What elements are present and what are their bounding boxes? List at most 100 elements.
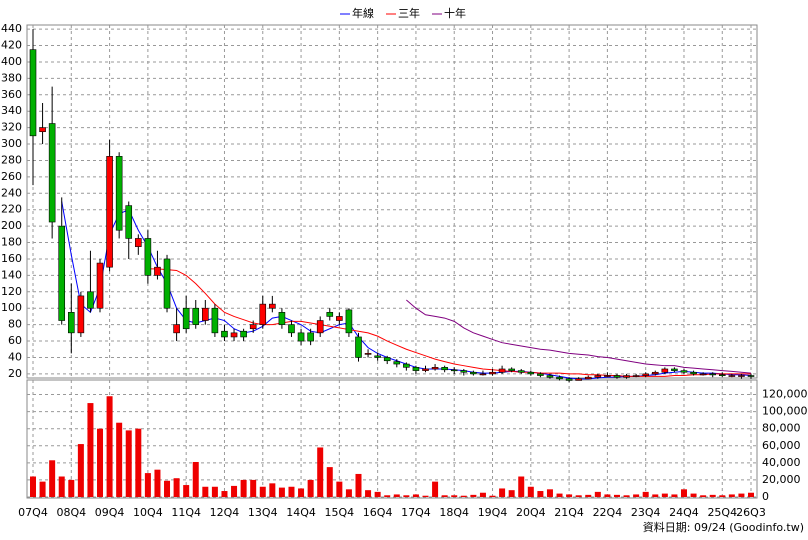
volume-bar (374, 491, 381, 497)
candle-body (259, 303, 267, 325)
candle-body (240, 330, 247, 338)
volume-bar (135, 428, 142, 497)
y2-tick-label: 20,000 (762, 473, 801, 486)
candle-body (613, 375, 621, 378)
candle-body (527, 371, 535, 375)
candle-body (288, 324, 295, 334)
candle-body (460, 370, 468, 373)
y-tick-label: 340 (1, 104, 22, 117)
candle-body (230, 332, 238, 338)
legend-label: 三年 (398, 6, 420, 20)
volume-bar (748, 492, 754, 497)
x-tick-label: 15Q4 (325, 506, 355, 519)
volume-bar (680, 489, 687, 497)
candle-body (508, 368, 515, 371)
candle-body (202, 307, 209, 321)
x-tick-label: 21Q4 (554, 506, 584, 519)
x-tick-label: 25Q4 (707, 506, 737, 519)
y-tick-label: 320 (1, 121, 22, 134)
x-tick-label: 22Q4 (593, 506, 623, 519)
candle-body (680, 370, 688, 373)
y-tick-label: 280 (1, 153, 22, 166)
candle-body (249, 324, 257, 330)
candle-body (383, 357, 391, 362)
volume-bar (116, 422, 123, 497)
volume-bar (546, 489, 553, 497)
volume-bar (671, 494, 678, 497)
candle-body (364, 353, 372, 355)
candle-body (58, 225, 66, 321)
candle-body (489, 371, 496, 375)
x-tick-label: 19Q4 (478, 506, 508, 519)
x-tick-label: 17Q4 (401, 506, 431, 519)
x-tick-label: 11Q4 (171, 506, 201, 519)
y2-tick-label: 0 (762, 490, 769, 503)
candle-body (584, 376, 592, 380)
y-tick-label: 120 (1, 285, 22, 298)
volume-bar (278, 487, 285, 497)
candle-body (316, 320, 324, 334)
volume-bar (479, 492, 486, 497)
y-tick-label: 380 (1, 71, 22, 84)
candle-body (29, 49, 37, 137)
x-tick-label: 12Q4 (210, 506, 240, 519)
volume-bar (594, 491, 601, 497)
candle-body (307, 332, 314, 342)
volume-bar (633, 494, 640, 497)
volume-bar (556, 493, 563, 497)
volume-bar (355, 473, 362, 497)
candle-body (422, 368, 429, 371)
candle-body (77, 295, 85, 334)
candle-body (297, 332, 305, 342)
x-tick-label: 18Q4 (439, 506, 469, 519)
volume-bar (537, 491, 544, 497)
y-tick-label: 180 (1, 236, 22, 249)
candle-body (546, 375, 554, 378)
volume-bar (470, 494, 477, 497)
volume-bar (345, 489, 352, 497)
candle-body (163, 258, 171, 309)
y-tick-label: 220 (1, 203, 22, 216)
volume-bar (250, 479, 257, 497)
volume-bar (518, 476, 525, 497)
candle-body (345, 309, 353, 334)
volume-bar (125, 430, 132, 497)
candle-body (470, 371, 477, 375)
x-tick-label: 14Q4 (286, 506, 316, 519)
candle-body (278, 312, 286, 325)
volume-bar (49, 460, 56, 497)
candle-body (517, 370, 525, 373)
footnote: 資料日期: 09/24 (Goodinfo.tw) (643, 520, 804, 534)
y-tick-label: 240 (1, 186, 22, 199)
y-tick-label: 200 (1, 219, 22, 232)
volume-bar (422, 495, 429, 497)
y-tick-label: 80 (8, 318, 22, 331)
volume-bar (192, 461, 199, 497)
volume-bar (499, 488, 506, 497)
volume-bar (211, 486, 218, 497)
x-tick-label: 13Q4 (248, 506, 278, 519)
y-tick-label: 160 (1, 252, 22, 265)
volume-bar (575, 495, 582, 497)
volume-bar (77, 444, 84, 497)
y2-tick-label: 120,000 (762, 388, 808, 401)
candle-body (106, 156, 113, 268)
volume-bar (403, 495, 410, 497)
candle-body (326, 312, 334, 317)
volume-bar (58, 476, 65, 497)
candle-body (699, 373, 707, 376)
candle-body (728, 375, 736, 377)
candle-body (537, 373, 544, 376)
candle-body (374, 355, 381, 358)
candle-body (336, 316, 343, 321)
volume-bar (144, 473, 151, 497)
volume-bar (202, 486, 209, 497)
candle-body (431, 367, 439, 370)
candle-body (651, 371, 659, 375)
volume-bar (393, 494, 400, 497)
candle-body (661, 368, 669, 373)
volume-bar (441, 495, 448, 497)
candle-body (269, 303, 276, 309)
volume-bar (307, 479, 314, 497)
volume-bar (642, 491, 649, 497)
